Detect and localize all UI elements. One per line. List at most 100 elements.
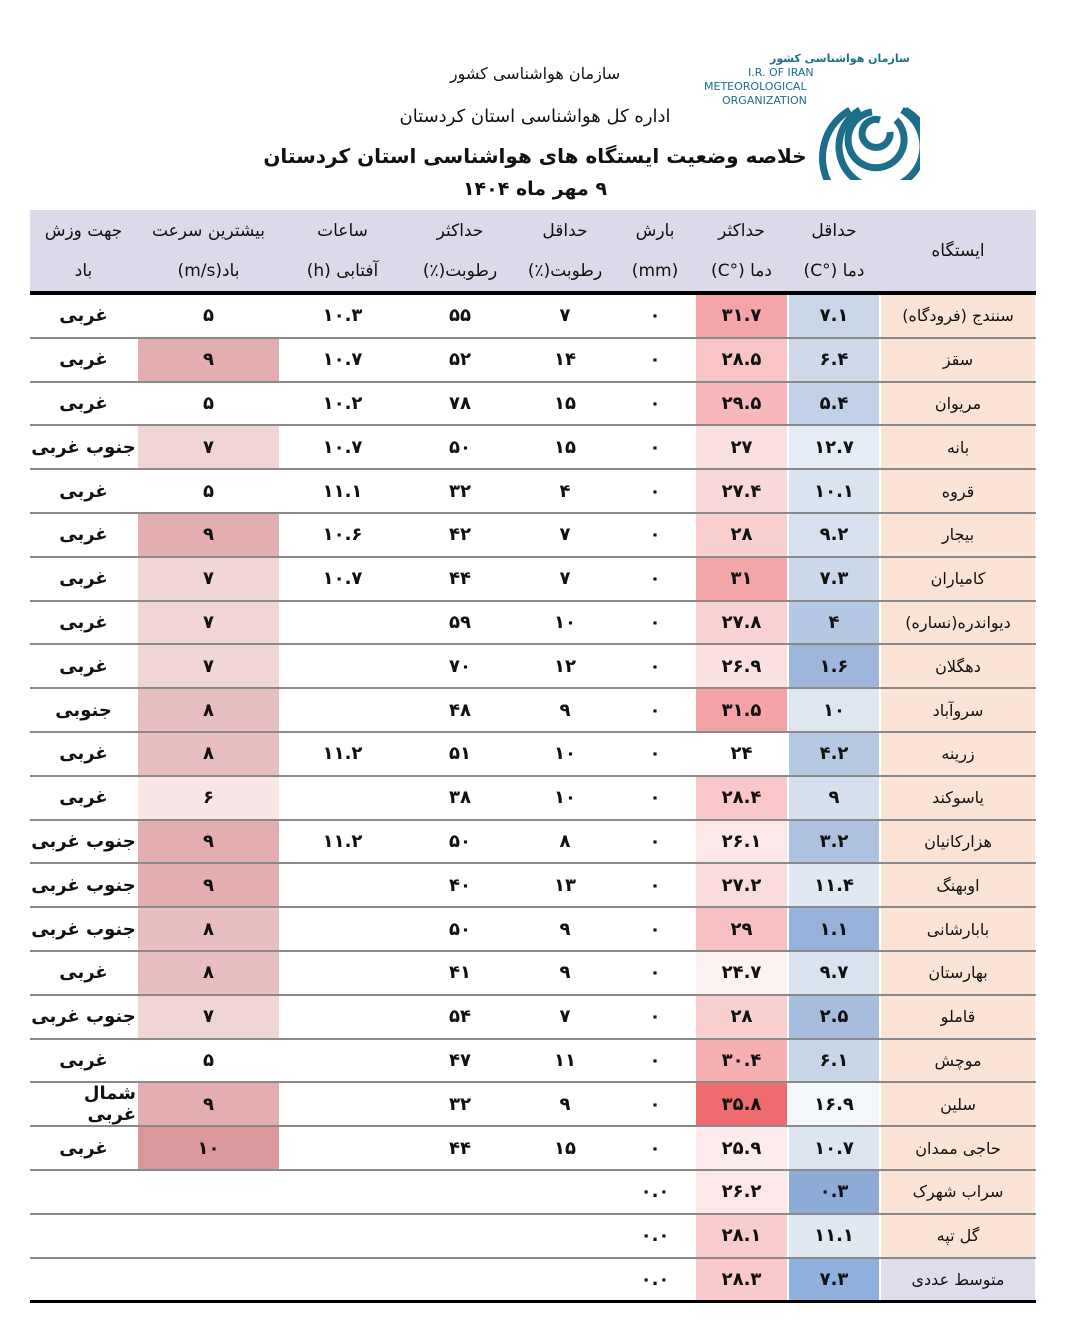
header-text: آفتابی (h) [306, 261, 379, 281]
value-cell: ۰ [649, 1006, 661, 1028]
header-text: جهت وزش [44, 221, 123, 241]
value-cell: ۱۱.۲ [322, 830, 363, 852]
row-rule [30, 731, 1036, 733]
value-cell: ۹ [138, 1083, 279, 1126]
station-name: هزارکانیان [881, 820, 1035, 863]
value-cell: ۵۲ [449, 349, 471, 371]
station-name: گل تپه [881, 1214, 1035, 1257]
value-cell: غربی [59, 1049, 108, 1071]
value-cell: ۲۸.۴ [696, 776, 787, 819]
value-cell: ۰ [649, 962, 661, 984]
value-cell: غربی [59, 743, 108, 765]
value-cell: ۹ [789, 776, 879, 819]
value-cell: ۱۵ [554, 1137, 576, 1159]
value-cell: غربی [59, 349, 108, 371]
value-cell: غربی [59, 962, 108, 984]
header-text: حداکثر [436, 221, 484, 241]
station-name: بهارستان [881, 952, 1035, 994]
value-cell: ۷ [138, 601, 279, 644]
value-cell: غربی [59, 305, 108, 327]
value-cell: ۶ [138, 776, 279, 819]
value-cell: ۹ [559, 962, 571, 984]
value-cell [281, 1259, 404, 1301]
value-cell: ۴۴ [449, 1137, 471, 1159]
station-name: بانه [881, 426, 1035, 469]
value-cell: ۷ [138, 645, 279, 688]
value-cell: ۲۶.۱ [696, 820, 787, 863]
value-cell [281, 1171, 404, 1213]
office-name: اداره کل هواشناسی استان کردستان [399, 106, 671, 127]
value-cell: ۹ [138, 864, 279, 907]
header-text: رطوبت(٪) [527, 261, 603, 281]
value-cell: ۵ [203, 480, 214, 502]
value-cell: ۴۱ [449, 962, 471, 984]
value-cell: ۲۸ [696, 995, 787, 1038]
value-cell: ۵۱ [449, 743, 471, 765]
column-header: ایستگاه [880, 210, 1036, 292]
value-cell: ۳۵.۸ [696, 1083, 787, 1126]
row-rule [30, 774, 1036, 777]
column-header: بارش (mm) [615, 210, 695, 292]
value-cell [406, 1171, 514, 1213]
station-name: سلین [881, 1083, 1035, 1126]
value-cell: ۴.۲ [789, 733, 879, 775]
value-cell: ۱۰.۷ [789, 1127, 879, 1169]
value-cell: ۷ [559, 568, 571, 590]
value-cell: ۵۴ [449, 1006, 471, 1028]
row-rule [30, 468, 1036, 471]
value-cell: ۵۰ [449, 436, 471, 458]
value-cell [31, 1171, 136, 1213]
row-rule [30, 687, 1036, 690]
value-cell: ۵.۴ [789, 382, 879, 425]
value-cell: ۱۰ [554, 611, 576, 633]
row-rule [30, 1125, 1036, 1128]
header-text: (mm) [631, 261, 679, 281]
row-rule [30, 380, 1036, 383]
header-text: حداقل [811, 221, 857, 241]
value-cell: ۲۸.۳ [696, 1258, 787, 1301]
value-cell: جنوبی [55, 699, 112, 721]
value-cell: ۳۱.۷ [696, 295, 787, 337]
value-cell: ۱۵ [554, 436, 576, 458]
station-name: قروه [881, 470, 1035, 512]
station-name: سراب شهرک [881, 1171, 1035, 1213]
column-header: بیشترین سرعت باد(m/s) [137, 210, 280, 292]
value-cell: ۳۱ [696, 557, 787, 600]
value-cell: ۹ [559, 699, 571, 721]
value-cell [281, 1127, 404, 1169]
value-cell: ۰ [649, 830, 661, 852]
value-cell: ۲.۵ [789, 995, 879, 1038]
station-name: بابارشانی [881, 908, 1035, 950]
value-cell: ۹ [138, 514, 279, 556]
value-cell: ۰ [649, 568, 661, 590]
value-cell: جنوب غربی [31, 830, 136, 852]
value-cell [281, 777, 404, 819]
value-cell: ۱.۱ [789, 908, 879, 950]
station-name: سقز [881, 338, 1035, 381]
station-name: یاسوکند [881, 776, 1035, 819]
data-table: ایستگاه حداقل دما (°C) حداکثر دما (°C) بارش (m… [30, 210, 1036, 1304]
value-cell: ۲۶.۲ [696, 1171, 787, 1213]
value-cell: ۶.۴ [789, 338, 879, 381]
value-cell: ۵۰ [449, 918, 471, 940]
value-cell: ۷ [559, 1006, 571, 1028]
value-cell: ۷ [559, 305, 571, 327]
value-cell: غربی [59, 480, 108, 502]
header-text: باد(m/s) [177, 261, 240, 281]
value-cell: ۹ [138, 820, 279, 863]
value-cell: ۱۴ [554, 349, 576, 371]
value-cell [281, 645, 404, 687]
value-cell: ۰ [649, 918, 661, 940]
value-cell: ۹ [559, 1093, 571, 1115]
value-cell [281, 1040, 404, 1082]
value-cell: ۸ [138, 733, 279, 775]
station-name: سنندج (فرودگاه) [881, 295, 1035, 337]
value-cell: ۱.۶ [789, 645, 879, 688]
station-name: اوبهنگ [881, 864, 1035, 907]
value-cell: ۷۰ [449, 655, 471, 677]
value-cell: ۰.۰ [640, 1181, 670, 1203]
value-cell: غربی [59, 1137, 108, 1159]
header-text: بارش [635, 221, 675, 241]
value-cell: ۱۰.۶ [322, 524, 363, 546]
value-cell [281, 908, 404, 950]
